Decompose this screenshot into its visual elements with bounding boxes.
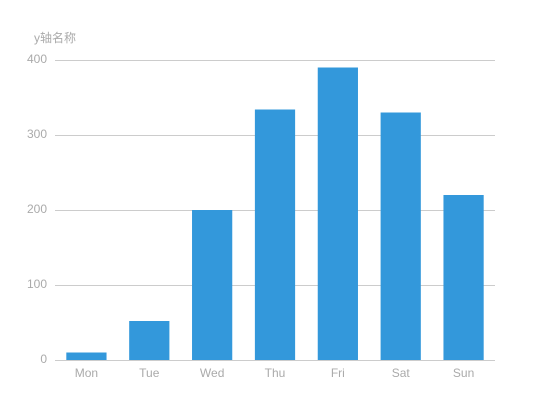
x-tick-label: Sat (392, 366, 411, 380)
y-axis-name: y轴名称 (34, 30, 76, 45)
bar (254, 109, 296, 360)
x-tick-label: Mon (75, 366, 98, 380)
y-tick-label: 400 (27, 52, 47, 66)
y-tick-label: 200 (27, 202, 47, 216)
y-tick-label: 300 (27, 127, 47, 141)
x-tick-label: Sun (453, 366, 474, 380)
x-tick-label: Thu (265, 366, 286, 380)
bar (66, 352, 107, 360)
bar (443, 195, 484, 360)
bar (317, 67, 358, 360)
x-tick-label: Wed (200, 366, 224, 380)
bar (380, 112, 421, 360)
y-tick-label: 100 (27, 277, 47, 291)
bar (192, 210, 233, 360)
x-tick-label: Fri (331, 366, 345, 380)
y-tick-label: 0 (40, 352, 47, 366)
bar (129, 321, 170, 360)
x-tick-label: Tue (139, 366, 160, 380)
